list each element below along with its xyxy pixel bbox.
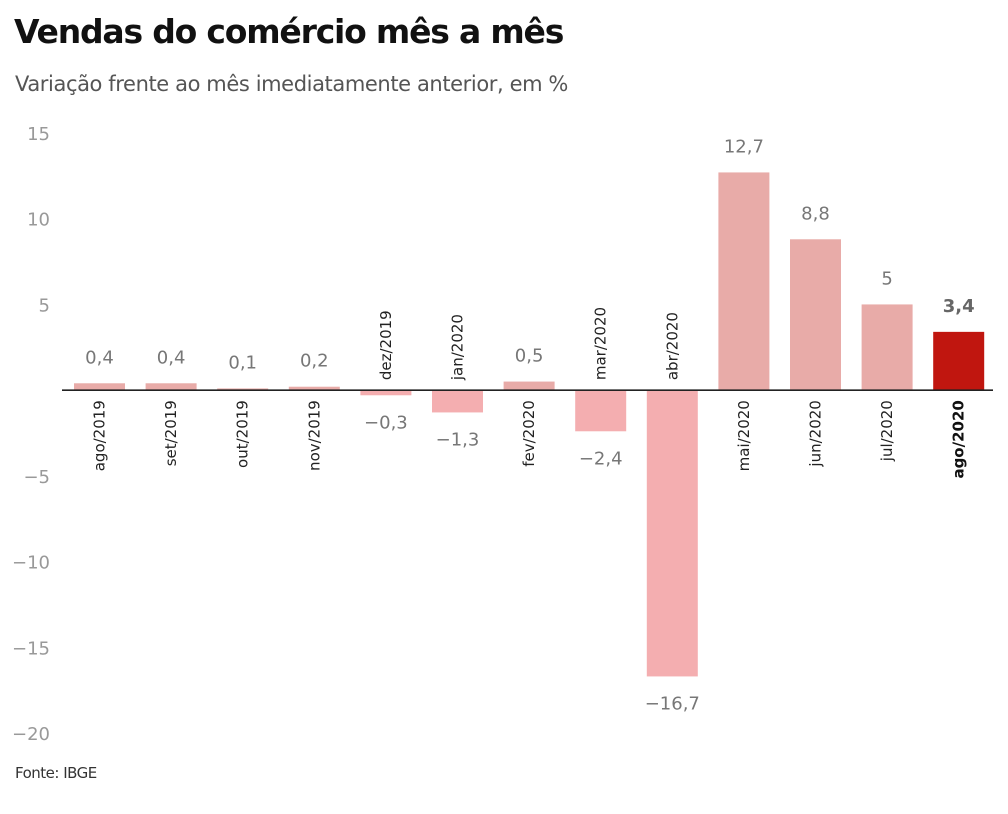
value-label: 0,4 [157, 347, 186, 368]
value-label: −1,3 [436, 429, 480, 450]
value-label: 0,2 [300, 351, 329, 372]
y-tick-label: 15 [27, 124, 50, 145]
value-labels: 0,4 0,4 0,1 0,2 −0,3 −1,3 0,5 −2,4 −16,7 12,7 8,8 5… [85, 136, 974, 714]
value-label: −0,3 [364, 412, 408, 433]
bar [360, 390, 412, 396]
value-label: 3,4 [943, 296, 975, 317]
bar [503, 381, 555, 391]
category-label: set/2019 [162, 400, 180, 466]
category-label: jan/2020 [449, 314, 467, 381]
category-labels: ago/2019 set/2019 out/2019 nov/2019 dez/2019… [91, 307, 968, 479]
category-label: ago/2019 [91, 400, 109, 471]
value-label: −2,4 [579, 448, 623, 469]
category-label: fev/2020 [520, 400, 538, 467]
bar [145, 383, 197, 391]
y-tick-label: 10 [27, 210, 50, 231]
bar [933, 331, 985, 391]
y-axis-ticks: 15 10 5 −5 −10 −15 −20 [12, 124, 50, 745]
value-label: −16,7 [645, 693, 700, 714]
bar [288, 386, 340, 391]
bar [790, 239, 841, 391]
y-tick-label: −20 [12, 724, 50, 745]
category-label: ago/2020 [950, 400, 968, 478]
bar [74, 383, 125, 391]
bar [646, 390, 698, 677]
category-label: dez/2019 [377, 310, 395, 380]
category-label: mar/2020 [592, 307, 610, 380]
category-label: jun/2020 [807, 400, 825, 467]
value-label: 5 [881, 268, 892, 289]
category-label: mai/2020 [735, 400, 753, 471]
bar [575, 390, 627, 432]
chart-title: Vendas do comércio mês a mês [14, 12, 564, 51]
bar [217, 388, 269, 391]
y-tick-label: −5 [23, 467, 50, 488]
category-label: abr/2020 [663, 312, 681, 380]
y-tick-label: −15 [12, 638, 50, 659]
chart-subtitle: Variação frente ao mês imediatamente ant… [15, 72, 568, 96]
y-tick-label: 5 [39, 295, 50, 316]
bar [861, 304, 913, 391]
value-label: 0,1 [228, 352, 257, 373]
y-tick-label: −10 [12, 553, 50, 574]
source-note: Fonte: IBGE [15, 764, 97, 782]
value-label: 0,5 [515, 346, 544, 367]
bar [432, 390, 483, 413]
value-label: 0,4 [85, 347, 114, 368]
category-label: nov/2019 [305, 400, 323, 471]
value-label: 8,8 [801, 203, 830, 224]
value-label: 12,7 [724, 136, 764, 157]
bar [718, 172, 770, 391]
category-label: jul/2020 [878, 400, 896, 462]
category-label: out/2019 [234, 400, 252, 468]
bars [74, 172, 985, 677]
